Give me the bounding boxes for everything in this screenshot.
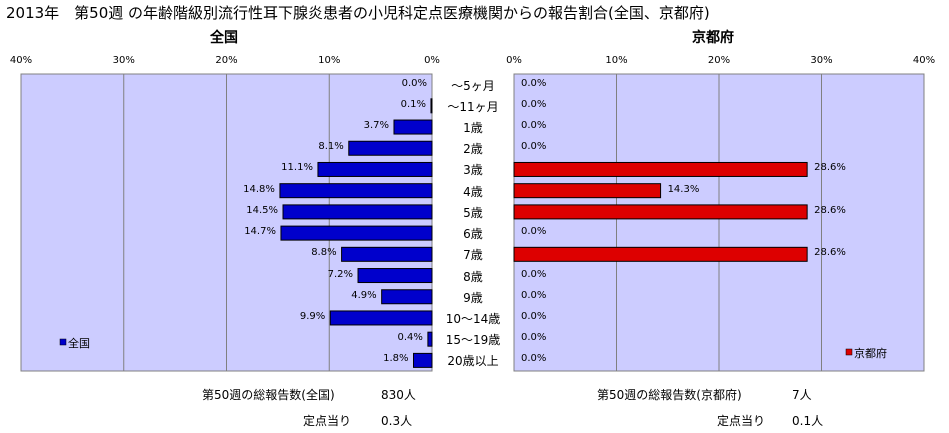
category-label: 3歳	[463, 163, 483, 178]
category-label: 4歳	[463, 184, 483, 199]
right-value-label: 0.0%	[521, 98, 547, 110]
left-bar	[280, 225, 433, 241]
left-value-label: 9.9%	[299, 310, 326, 322]
left-bar	[282, 204, 433, 220]
category-label: 15～19歳	[445, 333, 501, 348]
category-label: ～11ヶ月	[447, 99, 499, 114]
left-bar	[393, 119, 433, 135]
right-bar	[513, 204, 808, 220]
left-total-value: 830人	[381, 388, 416, 402]
left-tick-label: 40%	[9, 55, 33, 66]
left-legend-label: 全国	[68, 337, 90, 350]
right-value-label: 0.0%	[521, 226, 547, 238]
left-value-label: 0.0%	[401, 77, 427, 89]
right-value-label: 0.0%	[521, 310, 547, 322]
left-value-label: 0.4%	[397, 332, 423, 344]
left-tick-label: 30%	[112, 55, 135, 66]
left-value-label: 0.1%	[400, 98, 426, 110]
category-label: 2歳	[463, 142, 483, 157]
left-value-label: 1.8%	[383, 353, 409, 365]
right-chart-title: 京都府	[692, 30, 734, 46]
left-value-label: 14.8%	[243, 183, 275, 195]
left-value-label: 8.1%	[318, 141, 344, 153]
left-value-label: 4.9%	[351, 289, 377, 301]
right-value-label: 14.3%	[667, 183, 700, 195]
left-legend-swatch	[59, 338, 67, 346]
right-bar	[513, 246, 808, 262]
right-tick-label: 10%	[605, 55, 628, 66]
left-bar	[413, 352, 433, 368]
right-value-label: 0.0%	[521, 332, 547, 344]
left-per-label: 定点当り	[303, 414, 352, 428]
left-bar	[430, 98, 433, 114]
left-bar	[357, 268, 433, 284]
category-label: 10～14歳	[445, 311, 501, 326]
right-per-label: 定点当り	[717, 414, 766, 428]
left-value-label: 14.7%	[244, 226, 276, 238]
left-tick-label: 20%	[215, 55, 238, 66]
right-total-label: 第50週の総報告数(京都府)	[597, 388, 742, 402]
right-legend-swatch	[845, 348, 853, 356]
left-value-label: 14.5%	[246, 204, 279, 216]
category-label: 9歳	[463, 290, 483, 305]
right-bar	[513, 161, 808, 177]
category-label: 7歳	[463, 248, 483, 263]
left-tick-label: 10%	[318, 55, 341, 66]
left-value-label: 8.8%	[311, 247, 337, 259]
right-value-label: 0.0%	[521, 77, 547, 89]
left-tick-label: 0%	[424, 55, 440, 66]
left-bar	[381, 289, 433, 305]
left-bar	[329, 310, 433, 326]
right-value-label: 28.6%	[814, 247, 846, 259]
right-tick-label: 20%	[707, 55, 731, 66]
left-value-label: 11.1%	[281, 162, 313, 174]
left-bar	[427, 331, 433, 347]
right-value-label: 0.0%	[521, 289, 547, 301]
right-tick-label: 40%	[912, 55, 936, 66]
right-value-label: 0.0%	[521, 120, 547, 132]
left-bar	[279, 183, 433, 199]
chart-title: 2013年 第50週 の年齢階級別流行性耳下腺炎患者の小児科定点医療機関からの報…	[6, 4, 710, 22]
left-per-value: 0.3人	[381, 414, 413, 428]
left-value-label: 7.2%	[327, 268, 354, 280]
category-label: 8歳	[463, 269, 483, 284]
right-tick-label: 30%	[810, 55, 833, 66]
left-chart-title: 全国	[210, 30, 238, 46]
right-tick-label: 0%	[506, 55, 522, 66]
right-value-label: 28.6%	[814, 162, 846, 174]
left-total-label: 第50週の総報告数(全国)	[202, 388, 335, 402]
right-total-value: 7人	[792, 388, 812, 402]
category-label: 6歳	[463, 227, 483, 242]
left-bar	[341, 246, 433, 262]
left-bar	[317, 161, 433, 177]
right-value-label: 0.0%	[521, 268, 547, 280]
left-bar	[348, 140, 433, 156]
left-value-label: 3.7%	[363, 120, 389, 132]
right-per-value: 0.1人	[792, 414, 824, 428]
right-bar	[513, 183, 662, 199]
category-label: 5歳	[463, 205, 483, 220]
category-label: 1歳	[463, 121, 483, 136]
category-label: 20歳以上	[447, 354, 499, 369]
right-value-label: 0.0%	[521, 353, 547, 365]
right-legend-label: 京都府	[854, 347, 887, 360]
right-value-label: 28.6%	[814, 204, 846, 216]
right-value-label: 0.0%	[521, 141, 547, 153]
category-label: ～5ヶ月	[451, 78, 495, 93]
